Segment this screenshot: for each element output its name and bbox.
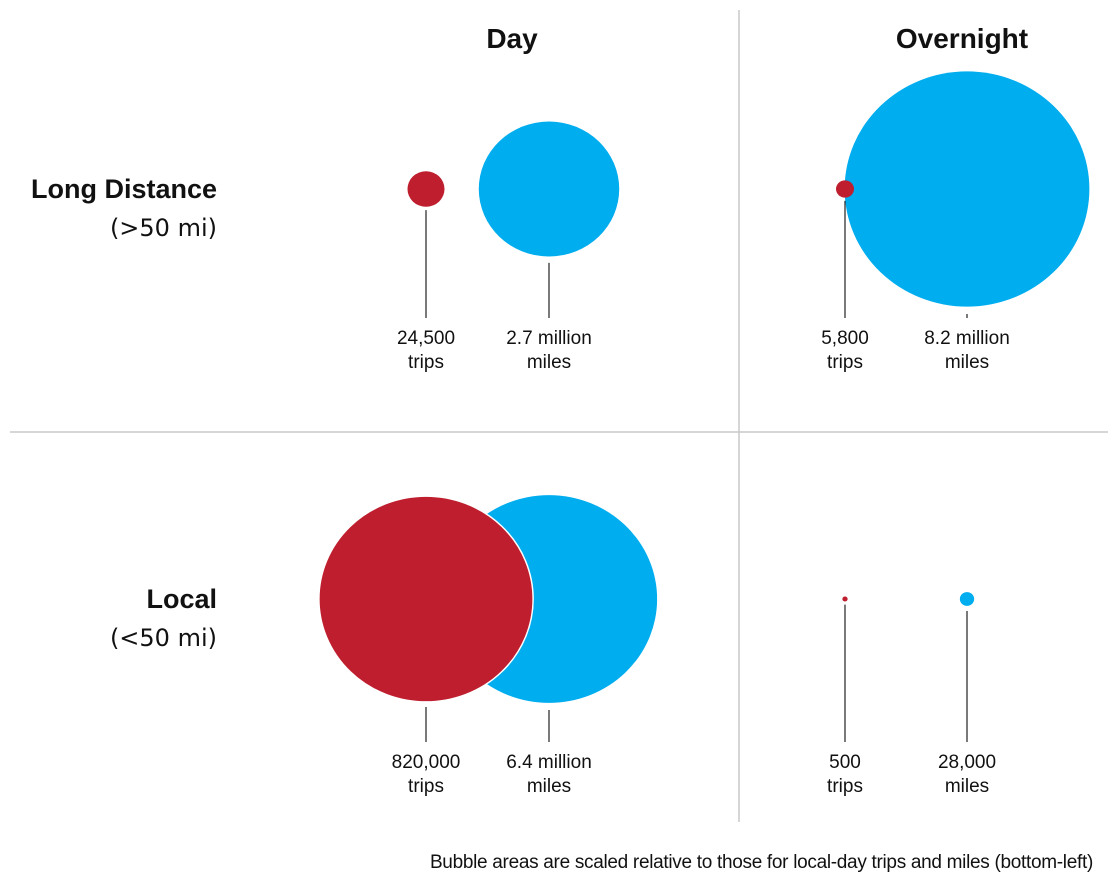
label-miles-long-overnight: 8.2 million miles <box>924 328 1010 373</box>
row-subtitle-long-distance: (>50 mi) <box>110 214 217 242</box>
bubble-trips-local-day <box>318 495 534 703</box>
bubble-trips-long-overnight <box>835 180 855 198</box>
bubble-miles-long-overnight <box>844 71 1090 307</box>
column-title-day: Day <box>486 23 538 54</box>
bubble-miles-long-day <box>478 121 620 257</box>
label-trips-long-overnight: 5,800 trips <box>821 328 869 373</box>
label-miles-local-overnight: 28,000 miles <box>938 752 996 797</box>
value-labels-layer: 24,500 trips 2.7 million miles 5,800 trips 8.2… <box>392 328 1010 797</box>
row-title-local: Local <box>146 584 217 614</box>
label-trips-long-day: 24,500 trips <box>397 328 455 373</box>
row-title-long-distance: Long Distance <box>31 174 217 204</box>
bubble-trips-long-day <box>407 171 445 207</box>
leader-lines-layer <box>425 200 968 742</box>
bubbles-layer <box>318 71 1090 703</box>
footnote: Bubble areas are scaled relative to thos… <box>429 852 1093 873</box>
column-title-overnight: Overnight <box>896 23 1028 54</box>
label-trips-local-day: 820,000 trips <box>392 752 461 797</box>
label-miles-local-day: 6.4 million miles <box>506 752 592 797</box>
label-trips-local-overnight: 500 trips <box>827 752 863 797</box>
row-subtitle-local: (<50 mi) <box>110 624 217 652</box>
bubble-trips-local-overnight <box>842 596 848 602</box>
bubble-miles-local-overnight <box>959 592 975 606</box>
label-miles-long-day: 2.7 million miles <box>506 328 592 373</box>
